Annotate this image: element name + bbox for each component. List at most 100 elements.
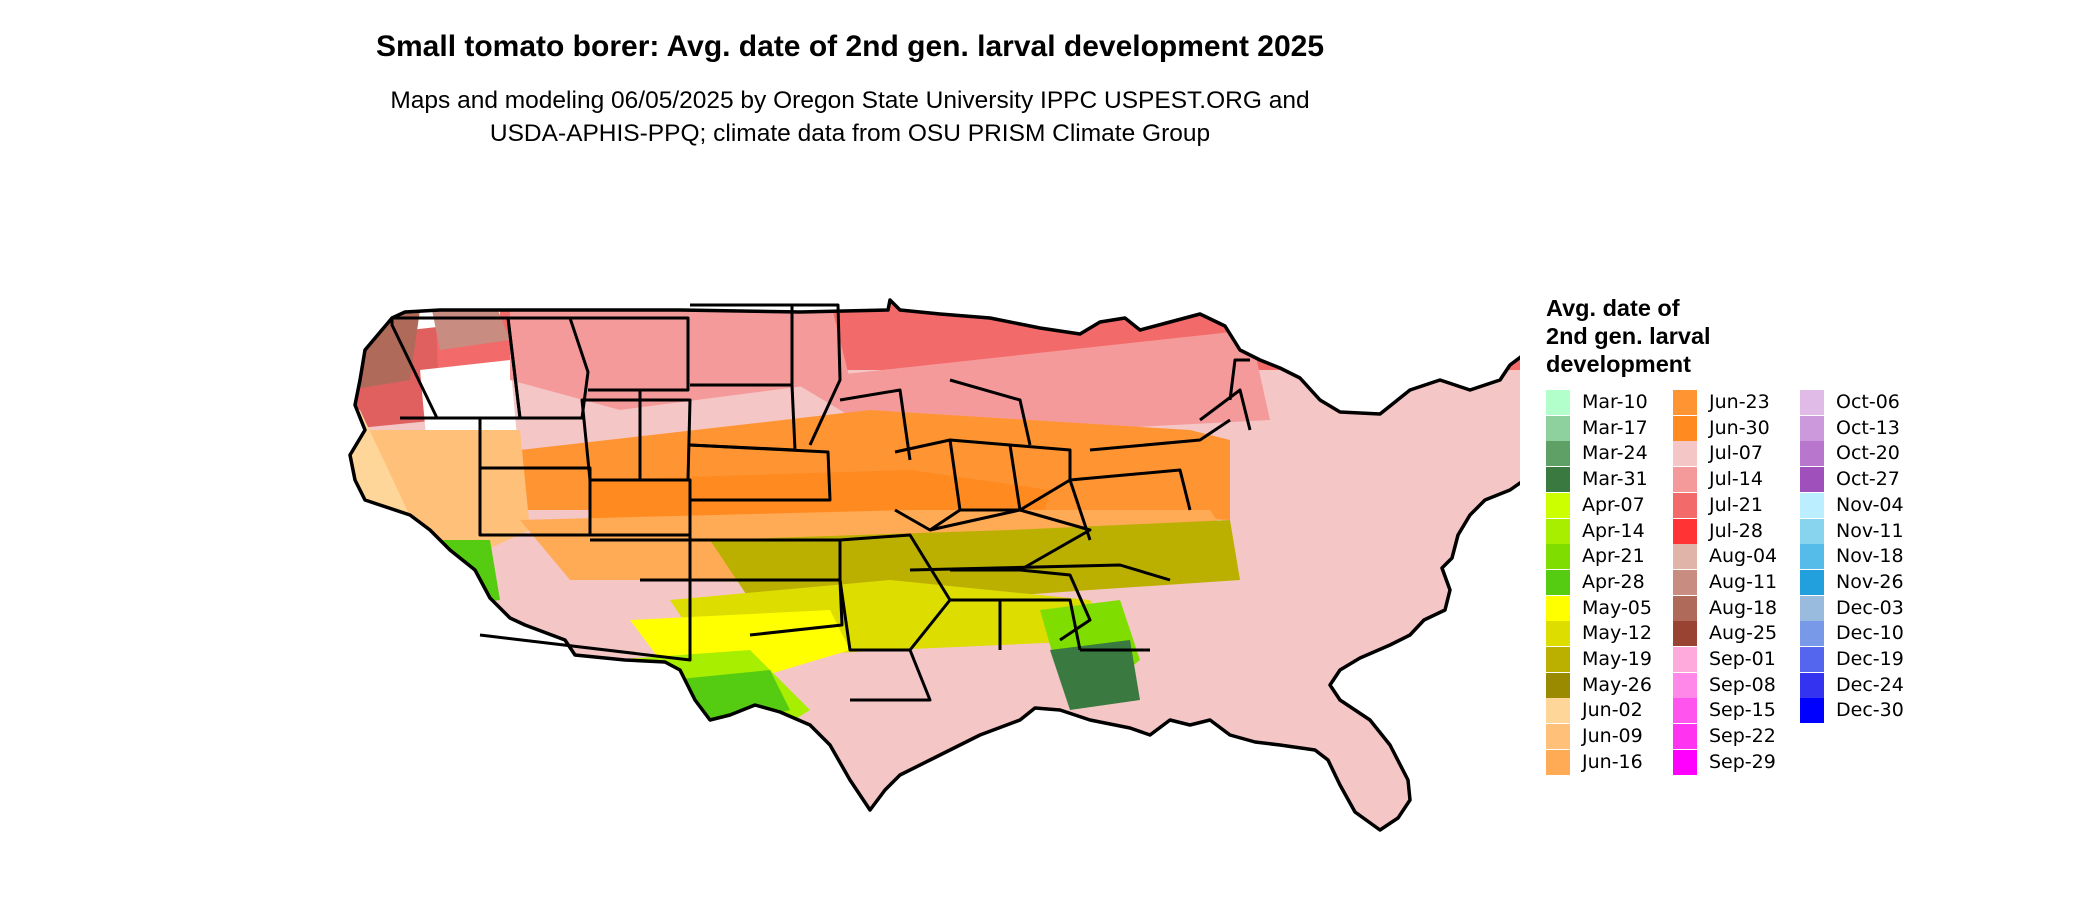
legend-item: Dec-30 [1800,698,1940,724]
legend-item: Oct-06 [1800,390,1940,416]
legend-swatch [1546,467,1570,493]
legend-item: Jul-28 [1673,518,1813,545]
legend-item: Mar-10 [1546,390,1686,416]
state-boundaries [390,303,1252,702]
legend-label: Mar-10 [1582,391,1648,413]
legend-item: Dec-19 [1800,647,1940,673]
legend-label: Jul-14 [1709,468,1763,491]
legend-label: Oct-27 [1836,468,1900,491]
legend-label: Sep-15 [1709,699,1776,722]
legend-item: Apr-07 [1546,492,1686,519]
legend-label: Oct-13 [1836,416,1900,439]
legend-item: Sep-22 [1673,724,1813,750]
legend-swatch [1546,672,1570,698]
legend-swatch [1546,544,1570,570]
legend-swatch [1673,698,1697,724]
legend-item: Jul-21 [1673,492,1813,519]
legend-label: Nov-18 [1836,545,1904,568]
legend-item: Dec-24 [1800,672,1940,699]
legend-item: Mar-31 [1546,467,1686,493]
legend-title-line-2: 2nd gen. larval [1546,323,1711,349]
legend-label: Sep-29 [1709,750,1776,773]
legend-item: Sep-15 [1673,698,1813,724]
legend-label: Jul-28 [1709,519,1763,542]
legend-label: Apr-28 [1582,570,1645,593]
map-subtitle: Maps and modeling 06/05/2025 by Oregon S… [220,84,1480,150]
legend-label: Mar-31 [1582,468,1648,491]
legend-swatch [1800,492,1824,518]
legend-label: Sep-08 [1709,673,1776,696]
legend-item: May-05 [1546,595,1686,622]
legend-swatch [1673,621,1697,647]
legend-item: Aug-18 [1673,595,1813,622]
legend-item: Sep-01 [1673,647,1813,673]
legend-label: May-12 [1582,622,1652,645]
legend-label: Apr-07 [1582,493,1645,516]
us-map [190,180,1520,900]
legend-swatch [1800,698,1824,724]
legend-label: Jun-23 [1709,391,1770,413]
legend-item: Sep-29 [1673,749,1813,776]
legend-item: Apr-14 [1546,518,1686,545]
legend-label: Jun-02 [1582,699,1643,722]
legend-label: Nov-11 [1836,519,1904,542]
legend-swatch [1673,544,1697,570]
legend-swatch [1546,749,1570,775]
legend-item: May-26 [1546,672,1686,699]
legend-label: Nov-04 [1836,493,1904,516]
legend-swatch [1546,518,1570,544]
legend-swatch [1800,390,1824,415]
legend-title-line-3: development [1546,351,1691,377]
legend-label: Apr-21 [1582,545,1645,568]
legend-label: May-05 [1582,596,1652,619]
legend-label: Aug-11 [1709,570,1778,593]
subtitle-line-2: USDA-APHIS-PPQ; climate data from OSU PR… [489,120,1211,147]
legend-swatch [1673,672,1697,698]
legend-swatch [1800,647,1824,672]
legend-label: Dec-19 [1836,648,1904,670]
legend-swatch [1673,415,1697,441]
legend-label: Mar-24 [1582,442,1648,465]
subtitle-line-1: Maps and modeling 06/05/2025 by Oregon S… [390,87,1310,114]
legend-item: Sep-08 [1673,672,1813,699]
legend-label: Mar-17 [1582,416,1648,439]
legend-swatch [1546,390,1570,415]
us-outline [348,298,1520,832]
legend-label: Dec-10 [1836,622,1904,645]
legend-swatch [1546,441,1570,467]
legend-item: Jun-16 [1546,749,1686,776]
legend-label: Jul-07 [1709,442,1763,465]
legend-item: Jun-30 [1673,415,1813,442]
legend-swatch [1546,569,1570,595]
legend-swatch [1673,492,1697,518]
legend-swatch [1546,415,1570,441]
legend-item: Apr-21 [1546,544,1686,570]
legend-swatch [1546,647,1570,672]
legend-label: Apr-14 [1582,519,1645,542]
legend-swatch [1673,518,1697,544]
legend-swatch [1800,621,1824,647]
legend-swatch [1673,724,1697,750]
legend-item: Oct-20 [1800,441,1940,467]
legend-swatch [1546,595,1570,621]
legend-item: Jun-23 [1673,390,1813,416]
legend-label: Oct-06 [1836,391,1900,413]
legend-item: Mar-17 [1546,415,1686,442]
legend-label: Aug-04 [1709,545,1778,568]
map-title: Small tomato borer: Avg. date of 2nd gen… [375,30,1325,63]
legend-label: May-19 [1582,648,1652,670]
legend-item: Dec-03 [1800,595,1940,622]
legend-label: Jun-16 [1582,750,1643,773]
legend-swatch [1673,749,1697,775]
legend-item: Nov-11 [1800,518,1940,545]
legend-swatch [1546,492,1570,518]
legend-swatch [1800,467,1824,493]
legend-swatch [1673,390,1697,415]
legend-item: Jun-02 [1546,698,1686,724]
legend-item: Aug-04 [1673,544,1813,570]
legend-label: Nov-26 [1836,570,1904,593]
legend-label: Sep-01 [1709,648,1776,670]
legend-item: Nov-04 [1800,492,1940,519]
legend-item: Jul-14 [1673,467,1813,493]
legend-label: Jun-30 [1709,416,1770,439]
